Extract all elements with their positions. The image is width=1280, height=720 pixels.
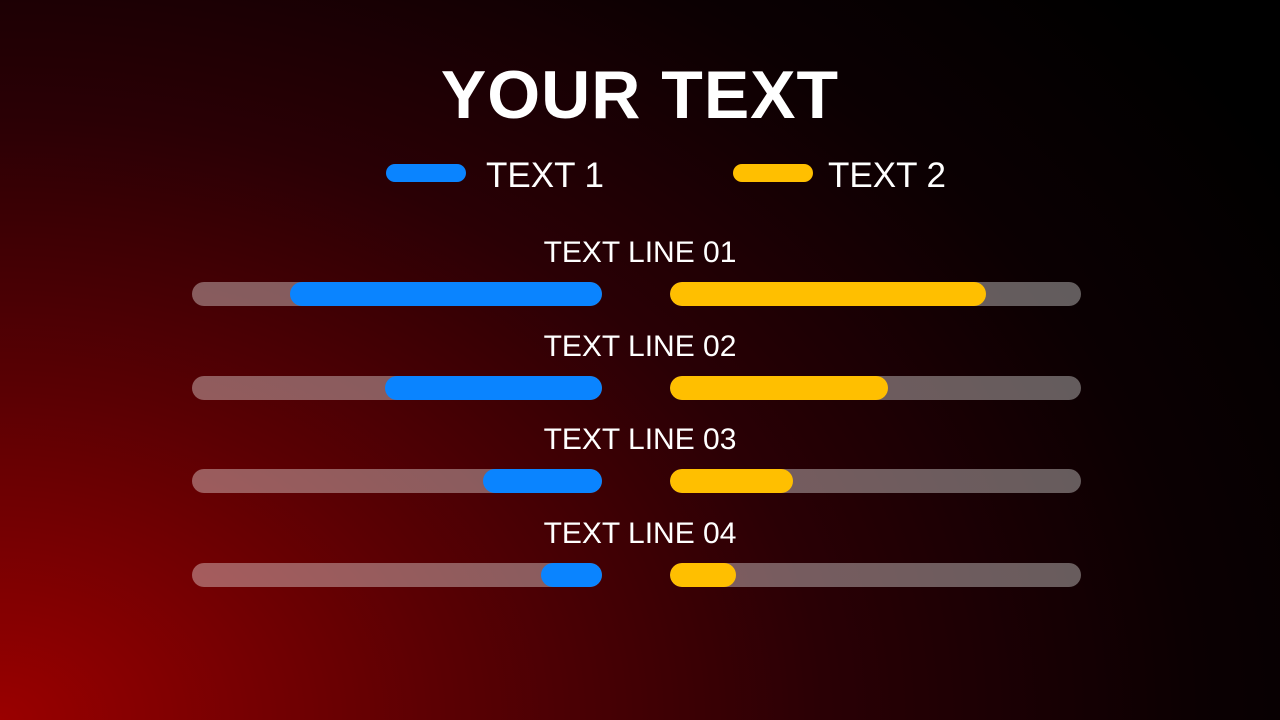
bar-text-1 xyxy=(540,563,602,587)
bar-track-right xyxy=(670,282,1081,306)
category-label: TEXT LINE 01 xyxy=(543,236,737,269)
bar-text-1 xyxy=(290,282,602,306)
bar-track-left xyxy=(192,282,602,306)
bar-text-1 xyxy=(384,376,602,400)
category-label: TEXT LINE 04 xyxy=(543,517,737,550)
bar-text-2 xyxy=(670,282,987,306)
bar-track-left xyxy=(192,563,602,587)
legend-swatch-text-2 xyxy=(733,164,813,182)
legend-label-text-2: TEXT 2 xyxy=(828,156,947,195)
category-label: TEXT LINE 03 xyxy=(543,423,737,456)
bar-text-2 xyxy=(670,376,888,400)
bar-track-right xyxy=(670,376,1081,400)
bar-text-1 xyxy=(483,469,602,493)
bar-track-left xyxy=(192,469,602,493)
bar-track-left xyxy=(192,376,602,400)
legend-label-text-1: TEXT 1 xyxy=(486,156,605,195)
category-label: TEXT LINE 02 xyxy=(543,330,737,363)
legend-swatch-text-1 xyxy=(386,164,466,182)
bar-track-right xyxy=(670,469,1081,493)
bar-text-2 xyxy=(670,469,794,493)
bar-text-2 xyxy=(670,563,736,587)
chart-title: YOUR TEXT xyxy=(440,57,840,133)
bar-track-right xyxy=(670,563,1081,587)
